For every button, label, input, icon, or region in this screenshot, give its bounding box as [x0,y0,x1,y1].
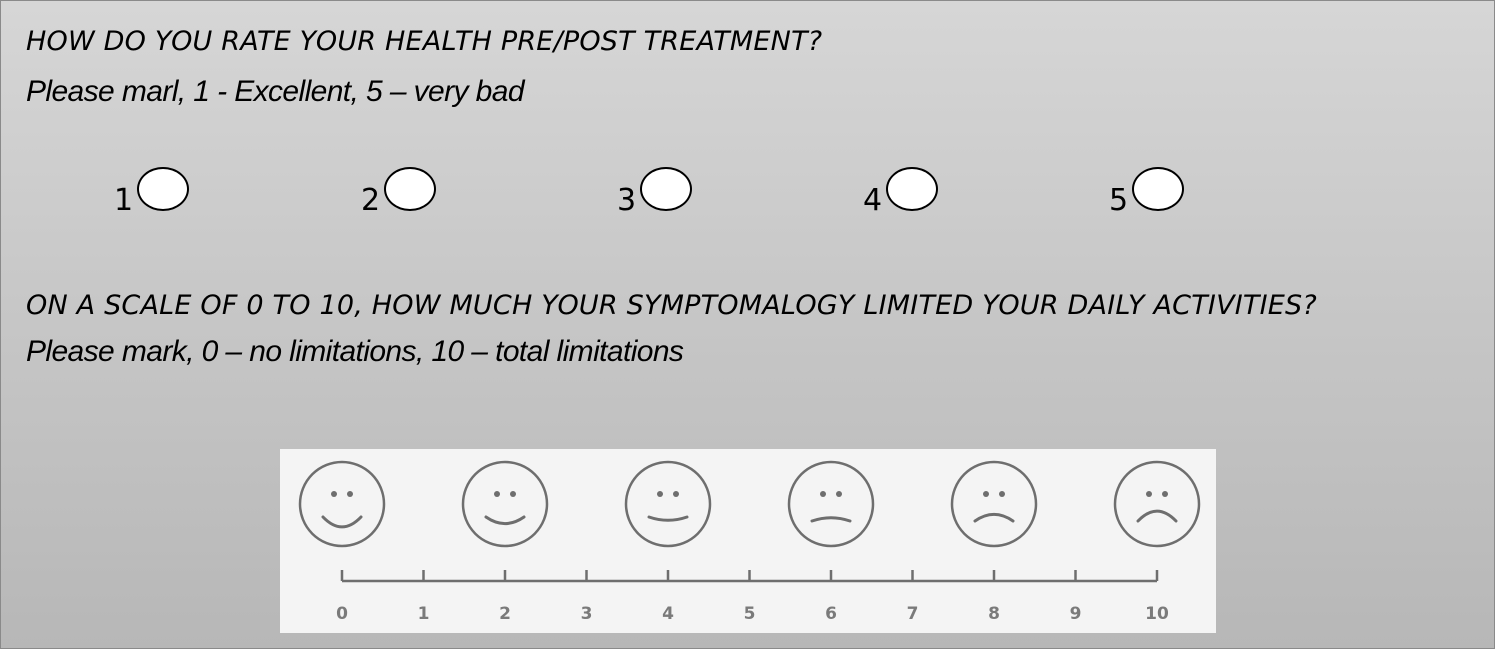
health-option-label: 1 [114,183,134,218]
scale-tick-label[interactable]: 1 [418,604,430,624]
health-option-4[interactable]: 4 [863,167,953,219]
health-option-2[interactable]: 2 [361,167,451,219]
scale-tick-label[interactable]: 7 [907,604,919,624]
scale-tick-label[interactable]: 4 [662,604,674,624]
health-option-label: 5 [1109,183,1129,218]
health-option-5[interactable]: 5 [1109,167,1199,219]
face-very-happy-icon[interactable] [298,460,386,548]
scale-tick-label[interactable]: 8 [988,604,1000,624]
scale-tick-label[interactable]: 2 [499,604,511,624]
question-1-title: HOW DO YOU RATE YOUR HEALTH PRE/POST TRE… [26,26,823,57]
question-2-title: ON A SCALE OF 0 TO 10, HOW MUCH YOUR SYM… [26,290,1317,321]
scale-drawing: 0 1 2 3 4 5 6 7 8 9 10 [298,460,1201,624]
health-option-label: 3 [617,183,637,218]
scale-tick-label[interactable]: 9 [1070,604,1082,624]
face-slightly-sad-icon[interactable] [787,460,875,548]
radio-circle[interactable] [137,167,189,211]
scale-tick-label[interactable]: 5 [744,604,756,624]
health-option-1[interactable]: 1 [114,167,204,219]
scale-tick-label[interactable]: 0 [336,604,348,624]
face-rating-scale[interactable]: 0 1 2 3 4 5 6 7 8 9 10 [280,449,1216,633]
health-option-3[interactable]: 3 [617,167,707,219]
scale-tick-label[interactable]: 6 [825,604,837,624]
scale-tick-label[interactable]: 3 [581,604,593,624]
radio-circle[interactable] [886,167,938,211]
radio-circle[interactable] [384,167,436,211]
scale-tick-label[interactable]: 10 [1145,604,1169,624]
face-sad-icon[interactable] [950,460,1038,548]
radio-circle[interactable] [640,167,692,211]
radio-circle[interactable] [1132,167,1184,211]
question-1-instructions: Please marl, 1 - Excellent, 5 – very bad [26,75,525,108]
face-happy-icon[interactable] [461,460,549,548]
face-slightly-happy-icon[interactable] [624,460,712,548]
face-very-sad-icon[interactable] [1113,460,1201,548]
question-2-instructions: Please mark, 0 – no limitations, 10 – to… [26,335,684,368]
health-option-label: 4 [863,183,883,218]
health-option-label: 2 [361,183,381,218]
